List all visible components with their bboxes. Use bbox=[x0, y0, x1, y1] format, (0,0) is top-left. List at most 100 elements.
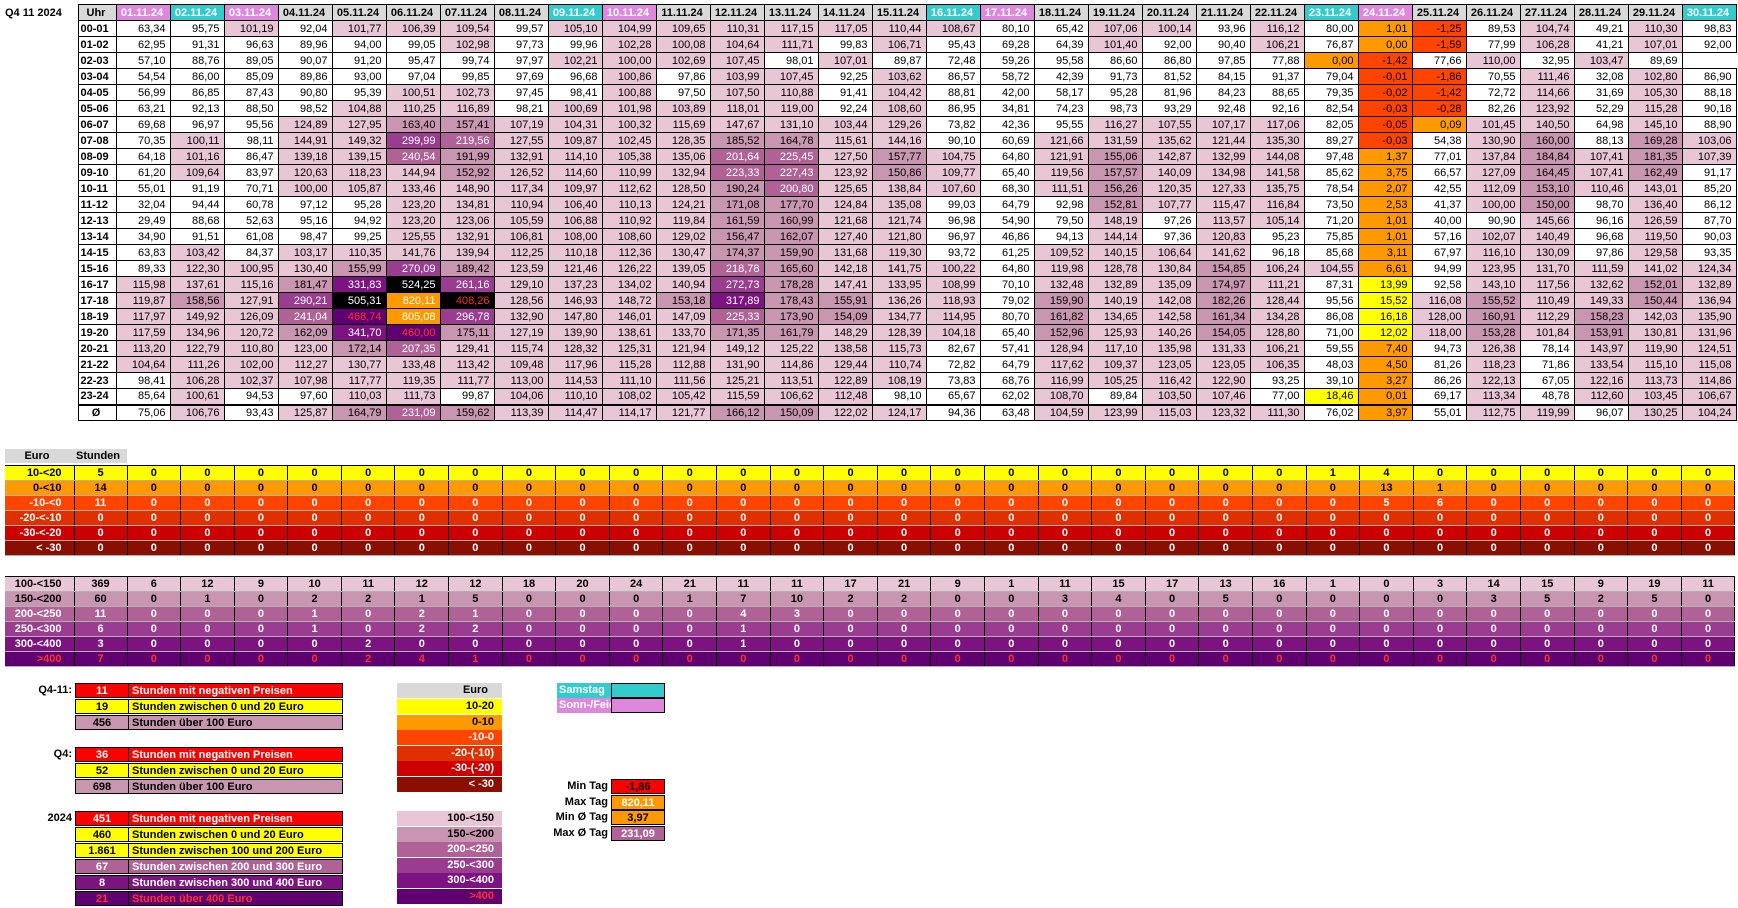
price-cell: 119,35 bbox=[385, 372, 441, 389]
price-cell: 42,55 bbox=[1411, 180, 1467, 197]
hour-label: 17-18 bbox=[77, 292, 117, 309]
count-cell: 0 bbox=[555, 495, 610, 511]
price-cell: 79,50 bbox=[1033, 212, 1089, 229]
count-cell: 0 bbox=[502, 606, 557, 622]
count-cell: 1 bbox=[1306, 576, 1361, 592]
price-cell: 106,28 bbox=[1519, 36, 1575, 53]
row-spacer bbox=[3, 277, 78, 293]
row-spacer bbox=[3, 293, 78, 309]
price-cell: 90,90 bbox=[1465, 212, 1521, 229]
count-cell: 3 bbox=[1038, 591, 1093, 607]
price-cell: 110,80 bbox=[223, 340, 279, 357]
count-cell: 0 bbox=[770, 540, 825, 556]
legend-low-item: -30-(-20) bbox=[397, 761, 502, 776]
price-cell: 139,05 bbox=[655, 260, 711, 277]
range-label: -20-<-10 bbox=[5, 510, 75, 526]
price-cell: 94,00 bbox=[331, 36, 387, 53]
price-cell: 109,54 bbox=[439, 20, 495, 37]
price-cell: 86,80 bbox=[1141, 52, 1197, 69]
count-cell: 0 bbox=[716, 651, 771, 667]
price-cell: 95,56 bbox=[223, 116, 279, 133]
price-cell: 91,37 bbox=[1249, 68, 1305, 85]
price-cell: 110,88 bbox=[763, 84, 819, 101]
price-cell: 96,68 bbox=[547, 68, 603, 85]
count-cell: 0 bbox=[770, 621, 825, 637]
price-cell: 120,35 bbox=[1141, 180, 1197, 197]
price-cell: 144,91 bbox=[277, 132, 333, 149]
count-cell: 0 bbox=[984, 525, 1039, 541]
count-row: -30-<-20 0 0 0 0 0 0 0 0 0 0 0 0 0 0 0 0 0 0 0 0 0 0 0 0 0 0 0 0 0 0 0 bbox=[5, 525, 1736, 541]
stunden-header: Stunden bbox=[69, 449, 127, 463]
count-cell: 0 bbox=[609, 606, 664, 622]
count-cell: 0 bbox=[127, 636, 182, 652]
row-spacer bbox=[3, 325, 78, 341]
count-cell: 0 bbox=[1466, 525, 1521, 541]
price-cell: 49,21 bbox=[1573, 20, 1629, 37]
count-cell: 0 bbox=[394, 636, 450, 652]
count-cell: 0 bbox=[234, 495, 289, 511]
price-cell: 119,99 bbox=[1519, 403, 1575, 421]
price-cell: 135,08 bbox=[871, 196, 927, 213]
minmax-label: Min Ø Tag bbox=[555, 811, 608, 823]
price-cell: 101,84 bbox=[1519, 324, 1575, 341]
price-cell: 112,62 bbox=[601, 180, 657, 197]
price-cell: 134,02 bbox=[601, 276, 657, 293]
hour-label: 03-04 bbox=[77, 68, 117, 85]
count-cell: 0 bbox=[1413, 525, 1468, 541]
price-cell: 158,23 bbox=[1573, 308, 1629, 325]
euro-header: Euro bbox=[5, 449, 69, 463]
price-cell: 135,09 bbox=[1141, 276, 1197, 293]
date-header: 13.11.24 bbox=[763, 4, 819, 21]
price-cell: 106,81 bbox=[493, 228, 549, 245]
count-cell: 0 bbox=[1681, 591, 1736, 607]
price-cell: 115,16 bbox=[223, 276, 279, 293]
count-cell: 0 bbox=[1306, 621, 1361, 637]
price-cell: 77,66 bbox=[1411, 52, 1467, 69]
price-cell: 128,35 bbox=[655, 132, 711, 149]
count-cell: 0 bbox=[1520, 636, 1575, 652]
count-cell: 0 bbox=[555, 591, 610, 607]
price-cell: 106,28 bbox=[169, 372, 225, 389]
price-cell: 122,79 bbox=[169, 340, 225, 357]
price-cell: 107,41 bbox=[1573, 164, 1629, 181]
price-cell: 89,05 bbox=[223, 52, 279, 69]
price-cell: 123,20 bbox=[385, 196, 441, 213]
price-cell: 110,99 bbox=[601, 164, 657, 181]
price-cell: 2,53 bbox=[1357, 196, 1413, 213]
count-cell: 6 bbox=[1413, 495, 1468, 511]
price-cell: 133,70 bbox=[655, 324, 711, 341]
price-cell: 86,00 bbox=[169, 68, 225, 85]
count-cell: 0 bbox=[1252, 651, 1307, 667]
summary-count: 1.861 bbox=[75, 843, 129, 858]
count-cell: 0 bbox=[1681, 651, 1736, 667]
price-cell: 59,26 bbox=[979, 52, 1035, 69]
price-cell: 68,30 bbox=[979, 180, 1035, 197]
price-cell: 103,44 bbox=[817, 116, 873, 133]
count-cell: 0 bbox=[662, 621, 718, 637]
summary-count: 8 bbox=[75, 875, 129, 890]
count-cell: 0 bbox=[823, 606, 878, 622]
price-cell: 112,75 bbox=[1465, 403, 1521, 421]
price-cell: 86,85 bbox=[169, 84, 225, 101]
price-cell: 113,57 bbox=[1195, 212, 1251, 229]
price-cell: 117,06 bbox=[1249, 116, 1305, 133]
count-cell: 0 bbox=[930, 636, 985, 652]
count-cell: 0 bbox=[1252, 606, 1307, 622]
count-cell: 0 bbox=[1145, 606, 1200, 622]
price-cell: 155,06 bbox=[1087, 148, 1143, 165]
count-cell: 10 bbox=[770, 591, 825, 607]
price-cell: 146,01 bbox=[601, 308, 657, 325]
summary-text: Stunden mit negativen Preisen bbox=[129, 683, 343, 698]
count-row: -20-<-10 0 0 0 0 0 0 0 0 0 0 0 0 0 0 0 0 0 0 0 0 0 0 0 0 0 0 0 0 0 0 0 bbox=[5, 510, 1736, 526]
hour-label: 06-07 bbox=[77, 116, 117, 133]
price-cell: 131,70 bbox=[1519, 260, 1575, 277]
count-cell: 0 bbox=[1466, 651, 1521, 667]
price-cell: 408,26 bbox=[439, 292, 495, 309]
price-cell: 88,81 bbox=[925, 84, 981, 101]
count-cell: 1 bbox=[287, 621, 342, 637]
count-row: -10-<0 11 0 0 0 0 0 0 0 0 0 0 0 0 0 0 0 0 0 0 0 0 0 0 0 5 6 0 0 0 0 0 bbox=[5, 495, 1736, 511]
price-cell: 135,98 bbox=[1141, 340, 1197, 357]
price-cell: 149,12 bbox=[709, 340, 765, 357]
price-cell: 63,21 bbox=[115, 100, 171, 117]
hour-row: 13-14 34,90 91,51 61,08 98,47 99,25 125,55 132,… bbox=[3, 228, 1737, 245]
